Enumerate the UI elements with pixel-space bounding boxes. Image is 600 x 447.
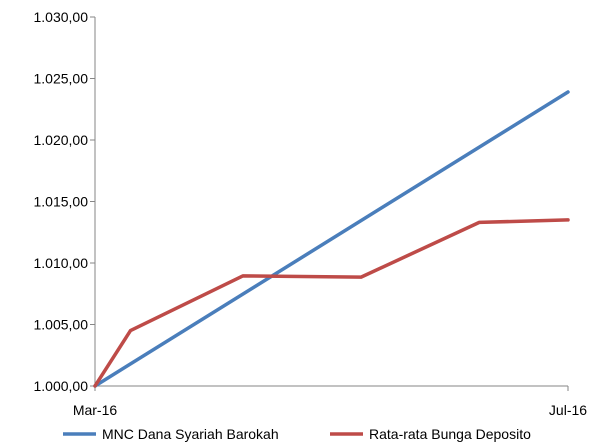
y-tick-label: 1.005,00 — [34, 317, 89, 333]
legend-label-2: Rata-rata Bunga Deposito — [369, 426, 531, 442]
y-tick-label: 1.000,00 — [34, 378, 89, 394]
x-tick-label: Jul-16 — [549, 402, 587, 418]
series-line-1 — [93, 90, 570, 388]
y-tick-label: 1.020,00 — [34, 132, 89, 148]
series-lines — [93, 90, 570, 388]
y-axis: 1.000,00 1.005,00 1.010,00 1.015,00 1.020,00… — [34, 9, 96, 394]
legend-label-1: MNC Dana Syariah Barokah — [102, 426, 279, 442]
y-tick-label: 1.015,00 — [34, 194, 89, 210]
y-tick-label: 1.025,00 — [34, 71, 89, 87]
series-line-2 — [93, 218, 570, 388]
y-tick-label: 1.010,00 — [34, 255, 89, 271]
legend: MNC Dana Syariah Barokah Rata-rata Bunga … — [63, 426, 531, 442]
y-tick-label: 1.030,00 — [34, 9, 89, 25]
x-axis: Mar-16 Jul-16 — [73, 385, 587, 418]
x-tick-label: Mar-16 — [73, 402, 118, 418]
